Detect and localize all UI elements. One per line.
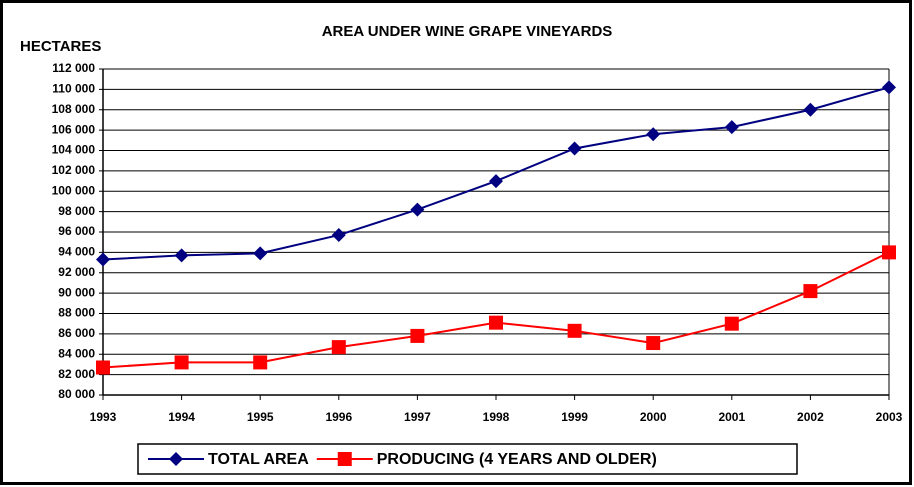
y-tick-label: 88 000	[58, 306, 95, 320]
marker	[331, 228, 346, 243]
marker	[489, 315, 503, 330]
marker	[410, 328, 425, 343]
marker	[724, 120, 739, 135]
y-tick-label: 92 000	[58, 265, 95, 279]
y-tick-label: 90 000	[58, 285, 95, 299]
x-tick-label: 1998	[483, 410, 510, 424]
marker	[96, 360, 110, 375]
chart-title: AREA UNDER WINE GRAPE VINEYARDS	[322, 23, 613, 40]
marker	[567, 141, 582, 156]
marker	[803, 284, 818, 299]
marker	[724, 316, 739, 331]
x-tick-label: 2001	[718, 410, 745, 424]
marker	[567, 323, 582, 338]
legend-box	[137, 443, 798, 475]
marker	[174, 248, 189, 263]
x-tick-label: 2002	[797, 410, 824, 424]
x-tick-label: 2000	[640, 410, 667, 424]
marker	[882, 245, 896, 260]
marker	[331, 340, 346, 355]
y-tick-label: 102 000	[52, 163, 96, 177]
legend-label: PRODUCING (4 YEARS AND OLDER)	[377, 451, 657, 468]
marker	[96, 252, 110, 267]
y-tick-label: 110 000	[52, 82, 95, 96]
y-tick-label: 108 000	[52, 102, 96, 116]
x-tick-label: 1999	[561, 410, 588, 424]
marker	[882, 80, 896, 95]
marker	[410, 202, 425, 217]
y-tick-label: 86 000	[58, 326, 95, 340]
x-tick-label: 2003	[876, 410, 903, 424]
y-tick-label: 96 000	[58, 224, 95, 238]
marker	[646, 127, 661, 142]
marker	[489, 174, 503, 189]
marker	[253, 246, 268, 261]
y-tick-label: 100 000	[52, 183, 96, 197]
marker	[169, 452, 183, 466]
y-tick-label: 82 000	[58, 367, 95, 381]
y-tick-label: 94 000	[58, 245, 95, 259]
x-tick-label: 1997	[404, 410, 431, 424]
y-axis-title: HECTARES	[20, 38, 101, 55]
x-tick-label: 1994	[168, 410, 195, 424]
y-tick-label: 106 000	[52, 122, 96, 136]
y-tick-label: 104 000	[52, 143, 96, 157]
marker	[253, 355, 268, 370]
y-tick-label: 80 000	[58, 387, 95, 401]
y-tick-label: 98 000	[58, 204, 95, 218]
legend-label: TOTAL AREA	[208, 451, 309, 468]
y-tick-label: 84 000	[58, 346, 95, 360]
marker	[174, 355, 189, 370]
x-tick-label: 1995	[247, 410, 274, 424]
x-tick-label: 1993	[90, 410, 117, 424]
x-tick-label: 1996	[325, 410, 352, 424]
marker	[803, 102, 818, 117]
marker	[646, 336, 661, 351]
y-tick-label: 112 000	[52, 61, 95, 75]
marker	[337, 452, 352, 466]
